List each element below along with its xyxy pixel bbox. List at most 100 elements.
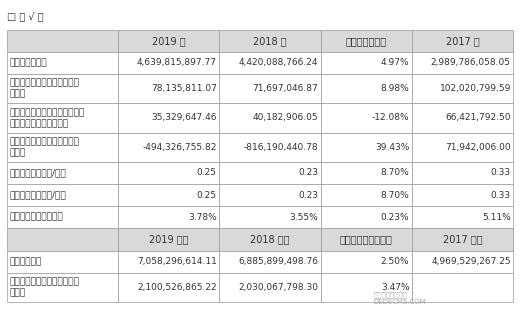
Text: 35,329,647.46: 35,329,647.46 xyxy=(151,113,217,122)
Text: 2019 年: 2019 年 xyxy=(152,36,186,46)
Text: 加权平均净资产收益率: 加权平均净资产收益率 xyxy=(9,213,63,222)
Bar xyxy=(219,132,321,162)
Bar xyxy=(412,273,513,302)
Bar xyxy=(321,162,412,184)
Text: 39.43%: 39.43% xyxy=(375,143,409,152)
Text: 3.55%: 3.55% xyxy=(290,213,318,222)
Text: 2,989,786,058.05: 2,989,786,058.05 xyxy=(431,58,511,67)
Text: 0.33: 0.33 xyxy=(491,191,511,200)
Bar xyxy=(7,184,118,206)
Text: 3.78%: 3.78% xyxy=(188,213,217,222)
Text: 0.23%: 0.23% xyxy=(381,213,409,222)
Bar xyxy=(219,206,321,228)
Bar xyxy=(321,228,412,251)
Text: 40,182,906.05: 40,182,906.05 xyxy=(253,113,318,122)
Bar xyxy=(321,74,412,103)
Text: 基本每股收益（元/股）: 基本每股收益（元/股） xyxy=(9,168,66,177)
Bar xyxy=(412,132,513,162)
Text: 归属于上市公司股东的净资产
（元）: 归属于上市公司股东的净资产 （元） xyxy=(9,277,79,297)
Bar xyxy=(7,52,118,74)
Text: 71,942,006.00: 71,942,006.00 xyxy=(445,143,511,152)
Bar xyxy=(7,132,118,162)
Bar xyxy=(321,184,412,206)
Text: -494,326,755.82: -494,326,755.82 xyxy=(142,143,217,152)
Text: 经营活动产生的现金流量净额
（元）: 经营活动产生的现金流量净额 （元） xyxy=(9,137,79,157)
Bar xyxy=(412,251,513,273)
Text: 总资产（元）: 总资产（元） xyxy=(9,257,42,266)
Bar xyxy=(219,251,321,273)
Bar xyxy=(7,162,118,184)
Bar xyxy=(118,103,219,132)
Text: 织梦内容管理系统
DEDECMS.COM: 织梦内容管理系统 DEDECMS.COM xyxy=(374,292,426,305)
Bar xyxy=(7,273,118,302)
Bar xyxy=(321,30,412,52)
Text: 0.23: 0.23 xyxy=(298,168,318,177)
Bar xyxy=(219,74,321,103)
Text: 7,058,296,614.11: 7,058,296,614.11 xyxy=(137,257,217,266)
Text: 4,420,088,766.24: 4,420,088,766.24 xyxy=(239,58,318,67)
Bar xyxy=(219,228,321,251)
Bar xyxy=(219,52,321,74)
Text: 2,030,067,798.30: 2,030,067,798.30 xyxy=(238,283,318,292)
Text: 4,639,815,897.77: 4,639,815,897.77 xyxy=(137,58,217,67)
Bar xyxy=(118,273,219,302)
Bar xyxy=(118,132,219,162)
Bar xyxy=(412,74,513,103)
Bar xyxy=(412,228,513,251)
Text: 4,969,529,267.25: 4,969,529,267.25 xyxy=(431,257,511,266)
Bar xyxy=(7,206,118,228)
Text: 78,135,811.07: 78,135,811.07 xyxy=(151,84,217,93)
Text: 4.97%: 4.97% xyxy=(381,58,409,67)
Bar xyxy=(118,184,219,206)
Bar xyxy=(118,30,219,52)
Bar xyxy=(412,162,513,184)
Text: 2,100,526,865.22: 2,100,526,865.22 xyxy=(137,283,217,292)
Bar xyxy=(219,103,321,132)
Text: 0.33: 0.33 xyxy=(491,168,511,177)
Bar xyxy=(118,162,219,184)
Bar xyxy=(321,251,412,273)
Bar xyxy=(118,74,219,103)
Text: 2017 年: 2017 年 xyxy=(446,36,479,46)
Bar xyxy=(7,74,118,103)
Bar xyxy=(7,103,118,132)
Bar xyxy=(412,184,513,206)
Bar xyxy=(7,30,118,52)
Text: 6,885,899,498.76: 6,885,899,498.76 xyxy=(238,257,318,266)
Text: 2.50%: 2.50% xyxy=(381,257,409,266)
Text: -816,190,440.78: -816,190,440.78 xyxy=(243,143,318,152)
Text: □ 是 √ 否: □ 是 √ 否 xyxy=(7,11,43,21)
Bar xyxy=(219,184,321,206)
Text: 2018 年: 2018 年 xyxy=(253,36,287,46)
Text: 71,697,046.87: 71,697,046.87 xyxy=(253,84,318,93)
Text: 102,020,799.59: 102,020,799.59 xyxy=(439,84,511,93)
Text: 稀释每股收益（元/股）: 稀释每股收益（元/股） xyxy=(9,191,66,200)
Text: 2019 年末: 2019 年末 xyxy=(149,234,189,245)
Bar xyxy=(118,228,219,251)
Bar xyxy=(412,52,513,74)
Bar xyxy=(118,251,219,273)
Bar xyxy=(321,132,412,162)
Text: 本年末比上年末增减: 本年末比上年末增减 xyxy=(340,234,393,245)
Text: 8.70%: 8.70% xyxy=(381,191,409,200)
Bar xyxy=(412,206,513,228)
Bar xyxy=(412,103,513,132)
Text: 归属于上市公司股东的净利润
（元）: 归属于上市公司股东的净利润 （元） xyxy=(9,79,79,99)
Bar xyxy=(321,206,412,228)
Text: 8.98%: 8.98% xyxy=(381,84,409,93)
Bar xyxy=(7,228,118,251)
Text: -12.08%: -12.08% xyxy=(372,113,409,122)
Bar xyxy=(118,52,219,74)
Bar xyxy=(321,103,412,132)
Text: 0.25: 0.25 xyxy=(197,191,217,200)
Bar xyxy=(118,206,219,228)
Text: 8.70%: 8.70% xyxy=(381,168,409,177)
Text: 2018 年末: 2018 年末 xyxy=(251,234,290,245)
Bar xyxy=(321,273,412,302)
Bar xyxy=(7,251,118,273)
Bar xyxy=(219,273,321,302)
Text: 3.47%: 3.47% xyxy=(381,283,409,292)
Bar xyxy=(219,30,321,52)
Text: 本年比上年增减: 本年比上年增减 xyxy=(346,36,387,46)
Text: 66,421,792.50: 66,421,792.50 xyxy=(445,113,511,122)
